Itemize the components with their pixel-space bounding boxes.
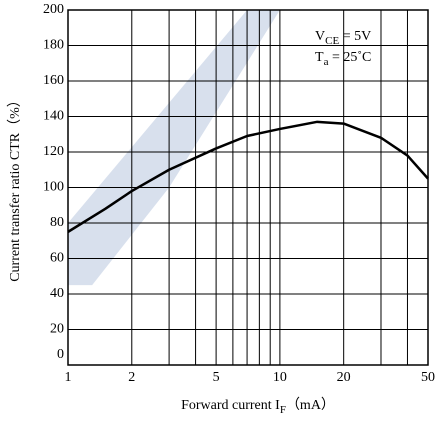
annotation-sub: CE [325, 35, 339, 47]
y-tick-label: 120 [43, 144, 64, 159]
y-tick-label: 180 [43, 38, 64, 53]
annotation: VCE = 5V [315, 29, 371, 46]
x-axis-label-rest: （mA） [286, 397, 335, 413]
y-tick-label: 40 [50, 286, 64, 301]
y-tick-label: 80 [50, 215, 64, 230]
annotation-main: T [315, 50, 324, 65]
y-tick-label: 160 [43, 73, 64, 88]
x-tick-label: 5 [213, 370, 220, 385]
y-tick-label: 0 [57, 347, 64, 362]
y-tick-label: 100 [43, 180, 64, 195]
plot-frame [67, 9, 429, 366]
annotation-rest: = 25˚C [328, 50, 371, 65]
x-axis-label-main: Forward current I [181, 398, 280, 413]
x-tick-label: 2 [128, 370, 135, 385]
x-tick-label: 1 [65, 370, 72, 385]
data-line [67, 120, 429, 233]
annotation: Ta = 25˚C [315, 50, 371, 67]
y-axis-label: Current transfer ratio CTR（%） [7, 93, 23, 282]
annotation-sub: a [324, 56, 329, 68]
annotation-main: V [315, 29, 325, 44]
x-tick-label: 50 [421, 370, 435, 385]
x-tick-label: 10 [273, 370, 287, 385]
x-axis-label-sub: F [280, 404, 286, 416]
annotation-rest: = 5V [339, 29, 371, 44]
y-tick-label: 200 [43, 2, 64, 17]
watermark-band [68, 10, 280, 286]
y-tick-label: 60 [50, 251, 64, 266]
x-tick-label: 20 [337, 370, 351, 385]
x-axis-label: Forward current IF（mA） [181, 397, 335, 415]
y-tick-label: 20 [50, 322, 64, 337]
y-tick-label: 140 [43, 109, 64, 124]
